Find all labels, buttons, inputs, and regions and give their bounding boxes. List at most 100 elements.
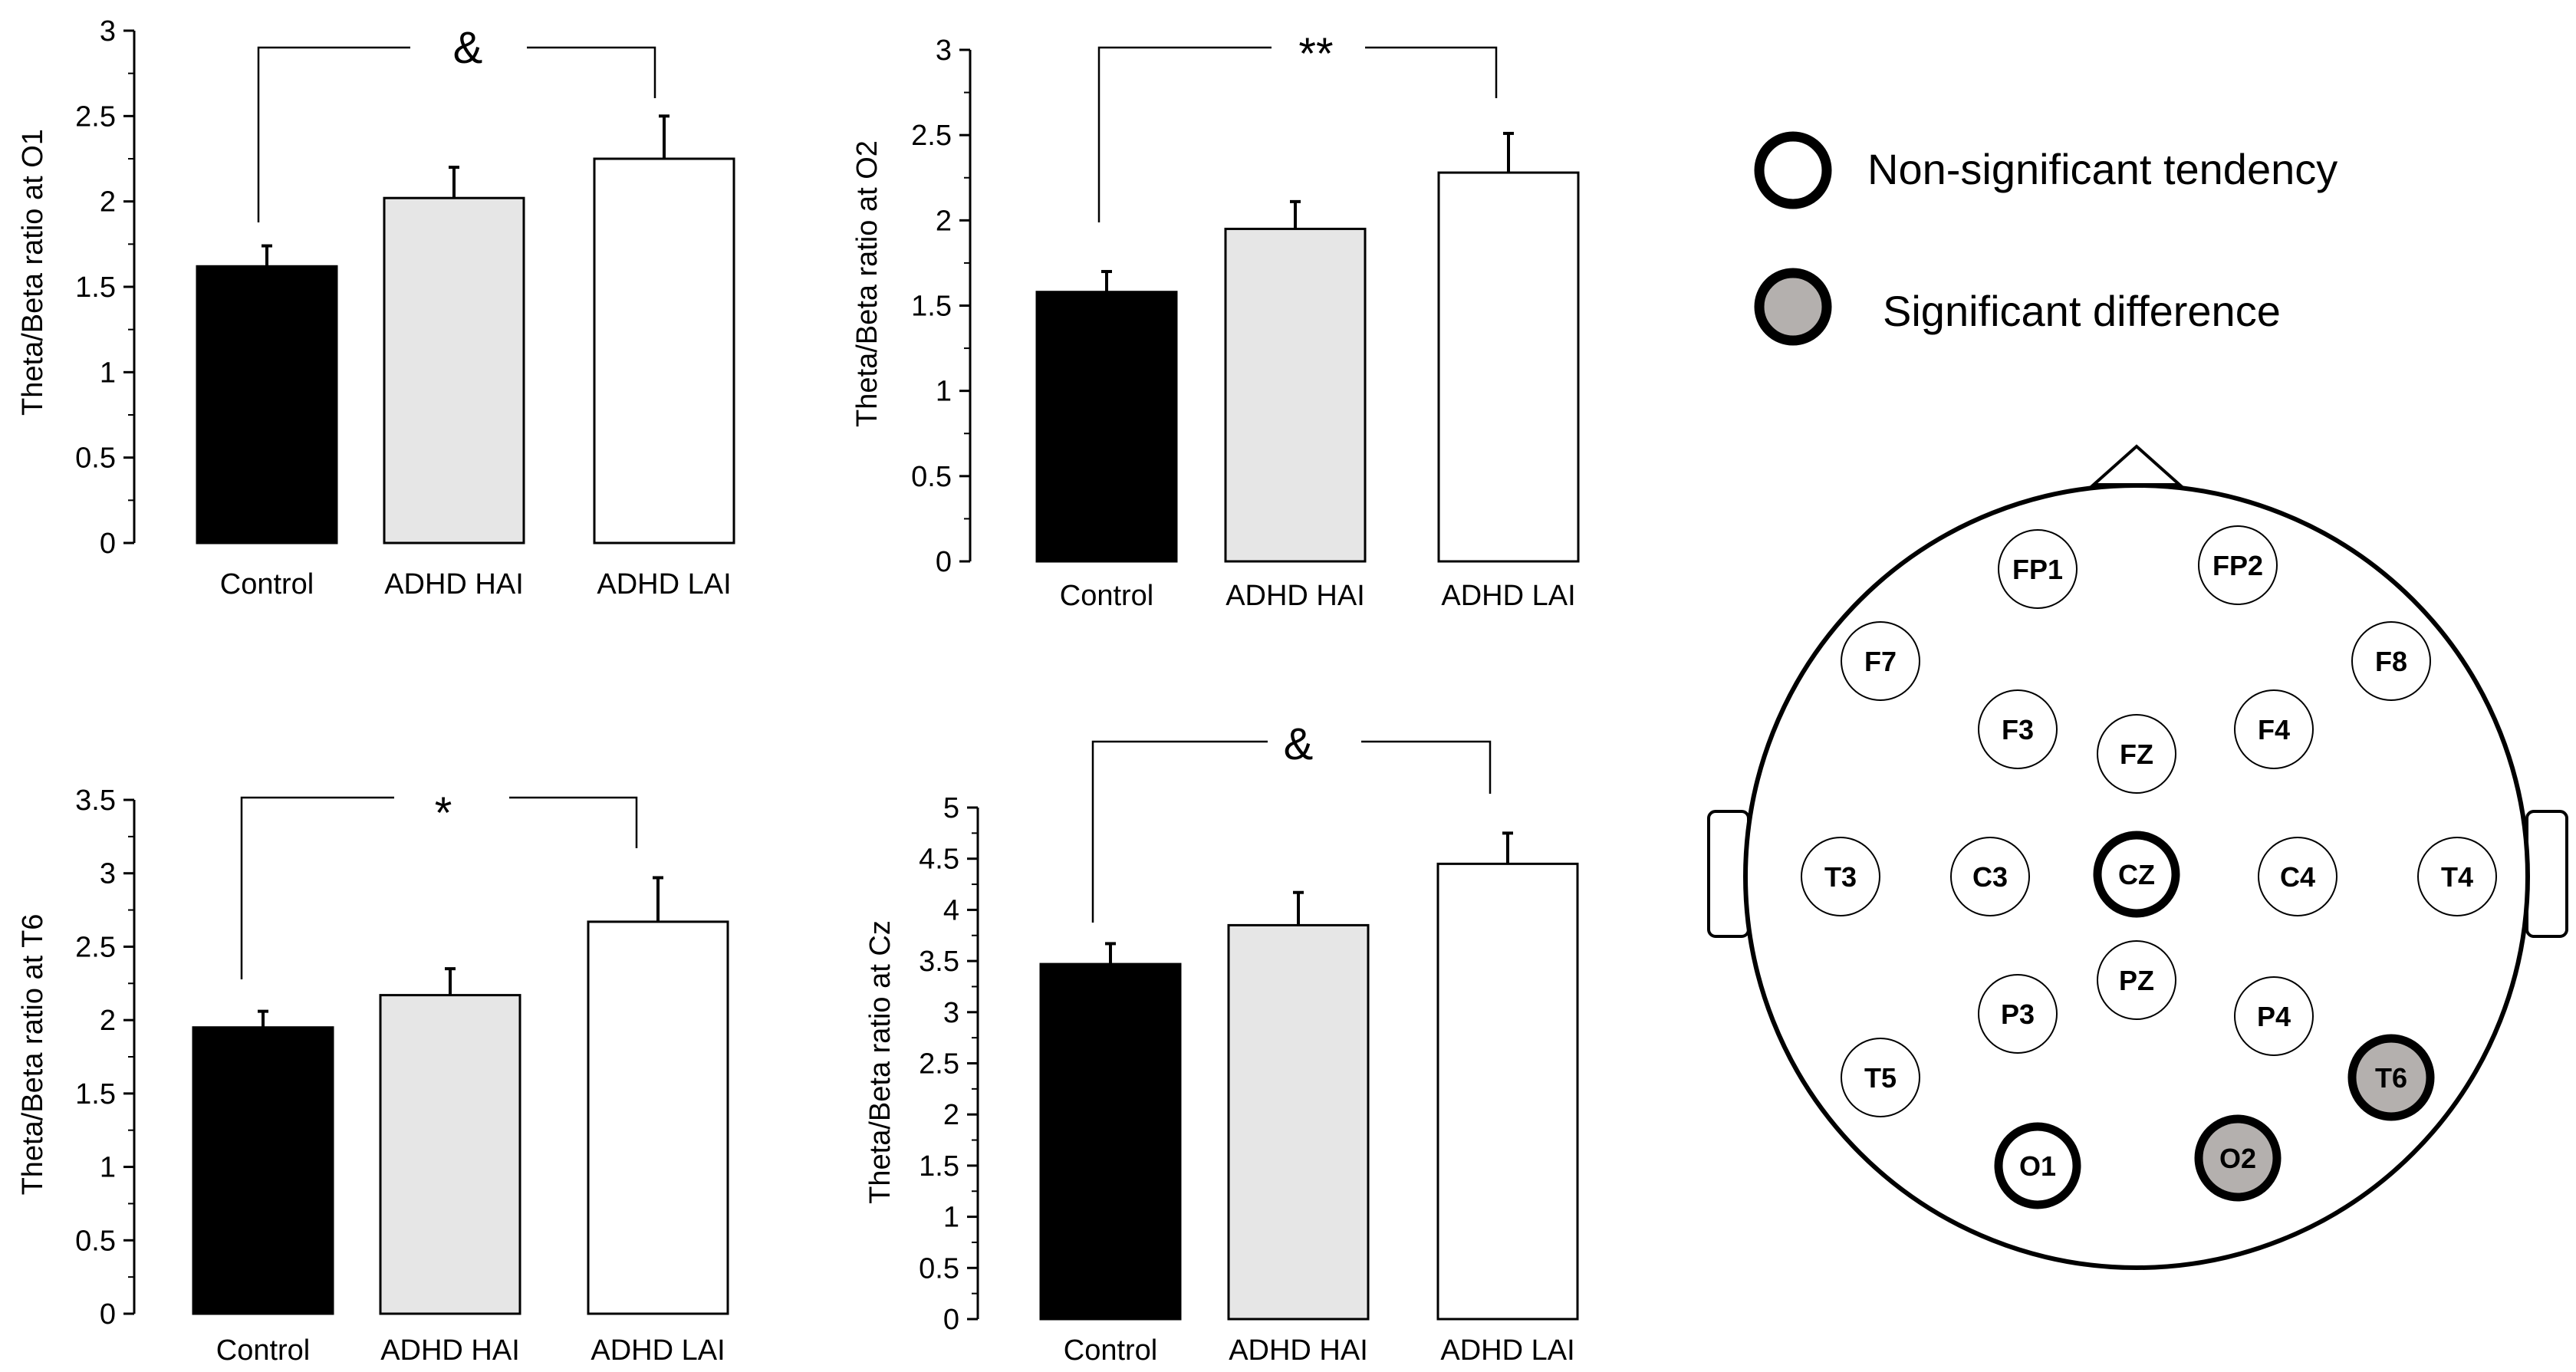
y-tick-label: 1.5 <box>911 291 952 323</box>
y-axis-title: Theta/Beta ratio at O2 <box>851 140 883 427</box>
electrode-label: O1 <box>2019 1150 2056 1182</box>
x-tick-label: ADHD HAI <box>1229 1334 1368 1367</box>
bar-adhd-hai <box>1224 227 1367 563</box>
x-tick-label: ADHD HAI <box>1225 580 1365 612</box>
bar-adhd-lai <box>593 157 735 545</box>
y-axis: 0 0.5 1 1.5 2 2.5 3 <box>911 35 972 578</box>
y-tick-label: 4.5 <box>919 844 959 876</box>
x-tick-label: ADHD LAI <box>591 1334 725 1367</box>
electrode-marker <box>2234 976 2314 1056</box>
y-tick-label: 2 <box>943 1099 959 1131</box>
electrode-label: T4 <box>2441 861 2473 893</box>
bar-adhd-hai <box>379 994 521 1315</box>
electrode-label: O2 <box>2219 1143 2256 1174</box>
electrode-marker <box>1978 974 2058 1054</box>
x-tick-label: ADHD LAI <box>1440 1334 1574 1367</box>
y-axis: 0 0.5 1 1.5 2 2.5 3 3.5 <box>75 785 136 1331</box>
x-tick-label: ADHD LAI <box>597 568 731 600</box>
bar-control <box>1039 962 1182 1321</box>
electrode-fp1: FP1 <box>1998 529 2078 609</box>
significance-bracket <box>1091 740 1268 923</box>
y-axis: 0 0.5 1 1.5 2 2.5 3 <box>75 15 136 560</box>
electrode-f3: F3 <box>1978 689 2058 769</box>
significance-bracket <box>509 796 638 848</box>
electrode-marker <box>2093 831 2180 918</box>
error-bars <box>1105 831 1513 965</box>
electrode-marker <box>1994 1122 2081 1209</box>
error-bars <box>1101 131 1514 292</box>
chart-panel-t6: 00.511.522.533.5 Theta/Beta ratio at T6 … <box>17 785 729 1367</box>
y-tick-label: 1 <box>100 357 116 389</box>
electrode-marker <box>2097 714 2176 794</box>
significance-bracket <box>1097 46 1272 222</box>
electrode-label: F3 <box>2002 714 2034 745</box>
y-tick-label: 0.5 <box>919 1252 959 1285</box>
bar-control <box>1035 291 1178 563</box>
y-tick-label: 0 <box>100 1298 116 1331</box>
electrode-t4: T4 <box>2417 837 2497 916</box>
y-axis-title: Theta/Beta ratio at O1 <box>17 129 49 416</box>
left-ear <box>1707 810 1750 938</box>
y-tick-label: 5 <box>943 792 959 824</box>
electrode-label: F8 <box>2375 646 2407 677</box>
y-tick-label: 2.5 <box>75 931 116 963</box>
electrode-label: FP2 <box>2212 550 2263 581</box>
electrode-marker <box>2347 1034 2435 1121</box>
electrode-marker <box>2234 689 2314 769</box>
electrode-f7: F7 <box>1841 621 1920 701</box>
electrode-label: F7 <box>1864 646 1897 677</box>
electrode-label: P4 <box>2257 1001 2291 1032</box>
electrode-p3: P3 <box>1978 974 2058 1054</box>
electrode-head-map: FP1 FP2 F7 F8 F3 FZ F4 T3 <box>1707 444 2568 1270</box>
y-tick-label: 0 <box>943 1304 959 1336</box>
bar-adhd-lai <box>587 920 729 1315</box>
electrode-pz: PZ <box>2097 940 2176 1020</box>
y-tick-label: 3 <box>100 858 116 890</box>
electrode-c3: C3 <box>1950 837 2030 916</box>
electrode-marker <box>1998 529 2078 609</box>
electrode-marker <box>2351 621 2431 701</box>
x-tick-label: Control <box>1064 1334 1158 1367</box>
significance-bracket <box>1361 740 1492 794</box>
y-tick-label: 3 <box>943 997 959 1029</box>
electrode-label: FZ <box>2120 739 2153 770</box>
y-axis: 0 0.5 1 1.5 2 2.5 3 3.5 4 4.5 5 <box>919 792 979 1336</box>
electrode-label: C4 <box>2280 861 2315 893</box>
legend-swatch-tendency <box>1754 131 1832 209</box>
y-axis-title: Theta/Beta ratio at Cz <box>864 920 897 1204</box>
y-tick-label: 3 <box>936 35 952 67</box>
electrode-o1: O1 <box>1994 1122 2081 1209</box>
electrode-f8: F8 <box>2351 621 2431 701</box>
electrode-f4: F4 <box>2234 689 2314 769</box>
y-axis-title: Theta/Beta ratio at T6 <box>17 914 49 1196</box>
y-tick-label: 4 <box>943 894 959 926</box>
significance-marker: & <box>453 23 483 73</box>
bar-control <box>196 265 338 545</box>
y-tick-label: 2.5 <box>75 100 116 133</box>
y-tick-label: 0 <box>936 546 952 578</box>
legend-label-tendency: Non-significant tendency <box>1867 145 2337 193</box>
electrode-t6: T6 <box>2347 1034 2435 1121</box>
y-tick-label: 1 <box>943 1202 959 1234</box>
bar-adhd-hai <box>1227 923 1370 1321</box>
y-tick-label: 1 <box>936 376 952 408</box>
x-tick-label: ADHD LAI <box>1441 580 1575 612</box>
y-tick-label: 3.5 <box>919 946 959 978</box>
y-tick-label: 1.5 <box>75 1078 116 1110</box>
y-tick-label: 2 <box>100 186 116 219</box>
chart-panel-o1: 0 0.5 1 1.5 2 2.5 3 Theta/Beta ratio at O1 Con… <box>17 15 735 600</box>
x-tick-label: Control <box>220 568 314 600</box>
y-tick-label: 1 <box>100 1152 116 1184</box>
y-tick-label: 2 <box>936 205 952 237</box>
electrode-marker <box>1801 837 1880 916</box>
electrode-marker <box>2194 1114 2282 1202</box>
y-tick-label: 0.5 <box>911 461 952 493</box>
electrode-p4: P4 <box>2234 976 2314 1056</box>
y-tick-label: 2 <box>100 1005 116 1037</box>
right-ear <box>2525 810 2568 938</box>
electrode-label: F4 <box>2258 714 2290 745</box>
significance-bracket <box>257 46 410 222</box>
y-tick-label: 0 <box>100 528 116 560</box>
electrode-marker <box>2258 837 2337 916</box>
electrode-label: PZ <box>2119 965 2154 996</box>
